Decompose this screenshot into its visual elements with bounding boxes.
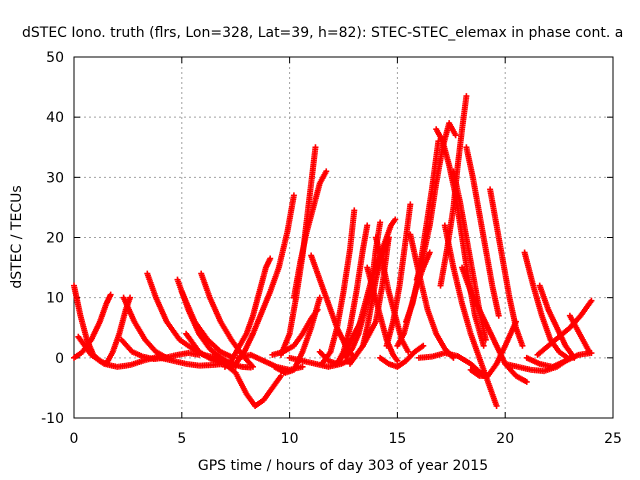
y-axis: -10 0 10 20 30 40 50 [41, 50, 613, 427]
x-tick-label: 15 [388, 431, 406, 447]
x-tick-label: 5 [177, 431, 186, 447]
series-42 [463, 144, 502, 319]
x-tick-label: 25 [604, 431, 622, 447]
data-point [107, 291, 114, 298]
series-50 [536, 282, 578, 361]
x-axis-label: GPS time / hours of day 303 of year 2015 [198, 458, 488, 474]
series-32 [383, 201, 414, 349]
data-point [316, 294, 323, 301]
series-9 [178, 288, 237, 361]
data-point [519, 342, 526, 349]
y-tick-label: -10 [41, 411, 64, 427]
data-point [420, 342, 427, 349]
data-point [405, 348, 412, 355]
data-point [394, 357, 401, 364]
data-point [290, 192, 297, 199]
data-point [277, 372, 284, 379]
series-17 [271, 294, 323, 376]
series-19 [290, 168, 330, 301]
data-point [407, 201, 414, 208]
x-tick-label: 20 [496, 431, 514, 447]
data-point [127, 294, 134, 301]
series-13 [221, 255, 274, 370]
data-point [299, 363, 306, 370]
y-axis-label: dSTEC / TECUs [9, 185, 25, 288]
series-24 [334, 222, 371, 367]
data-point [480, 342, 487, 349]
data-points [71, 93, 595, 409]
x-tick-label: 0 [70, 431, 79, 447]
series-29 [364, 264, 401, 364]
series-36 [413, 120, 459, 283]
data-point [493, 402, 500, 409]
data-point [351, 207, 358, 214]
data-point [495, 312, 502, 319]
data-point [452, 132, 459, 139]
data-point [249, 363, 256, 370]
series-45 [487, 186, 526, 349]
data-point [586, 348, 593, 355]
series-48 [502, 354, 573, 375]
data-point [463, 93, 470, 100]
y-tick-label: 30 [46, 170, 64, 186]
data-point [571, 354, 578, 361]
series-51 [566, 312, 593, 355]
y-tick-label: 40 [46, 110, 64, 126]
data-point [323, 168, 330, 175]
y-tick-label: 20 [46, 231, 64, 247]
data-point [392, 216, 399, 223]
data-point [312, 144, 319, 151]
x-tick-label: 10 [281, 431, 299, 447]
y-tick-label: 10 [46, 291, 64, 307]
data-point [482, 336, 489, 343]
data-point [377, 219, 384, 226]
data-point [426, 249, 433, 256]
series-1 [71, 291, 114, 361]
x-axis: 0 5 10 15 20 25 [70, 57, 622, 447]
data-point [267, 255, 274, 262]
y-tick-label: 50 [46, 50, 64, 66]
series-31 [377, 342, 427, 370]
series-7 [157, 354, 228, 369]
data-point [588, 297, 595, 304]
series-37 [415, 350, 487, 379]
series-23 [318, 207, 358, 367]
data-point [523, 378, 530, 385]
data-point [364, 222, 371, 229]
y-tick-label: 0 [55, 351, 64, 367]
chart-title: dSTEC Iono. truth (flrs, Lon=328, Lat=39… [22, 25, 623, 41]
series-4 [120, 294, 170, 361]
series-11 [198, 270, 256, 370]
